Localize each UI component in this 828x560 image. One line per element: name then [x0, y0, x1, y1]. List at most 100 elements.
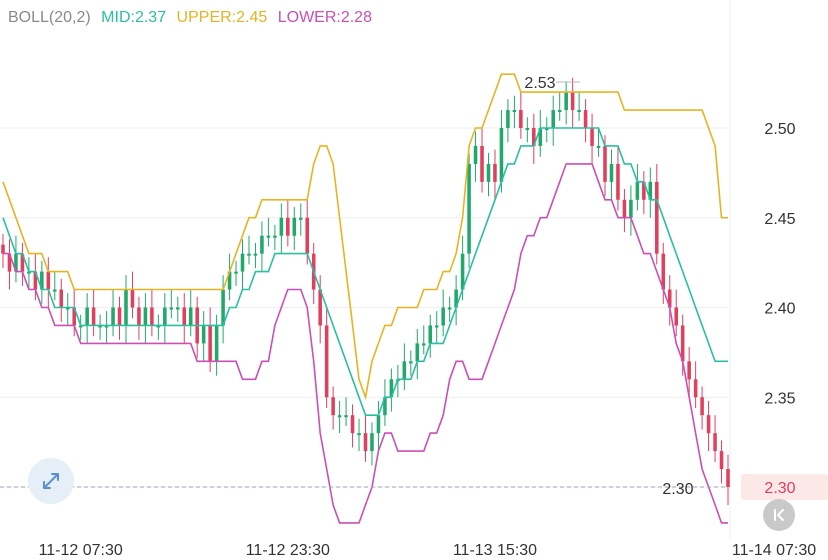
- x-tick-label: 11-12 23:30: [246, 542, 330, 559]
- candle-body: [525, 128, 530, 130]
- x-tick-label: 11-14 07:30: [732, 542, 816, 559]
- candle-body: [324, 325, 329, 398]
- candle-body: [706, 415, 711, 434]
- candle-body: [143, 307, 148, 326]
- candle-body: [460, 253, 465, 290]
- candle-body: [499, 128, 504, 182]
- y-tick-label: 2.50: [764, 121, 795, 138]
- last-price-tag-text: 2.30: [764, 480, 795, 497]
- candle-body: [616, 163, 620, 200]
- lower-band-line: [3, 163, 728, 524]
- x-axis: 11-12 07:30 11-12 23:30 11-13 15:30 11-14 0…: [39, 542, 817, 559]
- candle-body: [700, 397, 704, 416]
- candle-body: [247, 253, 251, 256]
- candle-body: [182, 307, 187, 326]
- candle-body: [363, 433, 368, 452]
- legend-mid: MID:2.37: [101, 9, 167, 26]
- candlestick-series: [1, 77, 730, 505]
- candle-body: [59, 289, 64, 308]
- candle-body: [648, 181, 653, 200]
- candle-body: [570, 92, 575, 111]
- indicator-name: BOLL(20,2): [8, 9, 91, 26]
- candle-body: [441, 307, 445, 326]
- scroll-to-latest-button[interactable]: [763, 499, 795, 531]
- candle-body: [389, 379, 394, 398]
- candle-body: [402, 361, 407, 380]
- indicator-legend: BOLL(20,2) MID:2.37 UPPER:2.45 LOWER:2.2…: [8, 9, 378, 27]
- candle-body: [214, 325, 219, 362]
- y-tick-label: 2.45: [764, 211, 795, 228]
- candle-body: [33, 271, 38, 290]
- candle-body: [344, 415, 348, 418]
- candle-body: [622, 199, 627, 218]
- candle-body: [208, 325, 212, 362]
- candle-body: [596, 145, 601, 148]
- candle-body: [544, 128, 549, 130]
- candle-body: [687, 361, 691, 380]
- candle-body: [409, 361, 413, 364]
- candle-body: [117, 307, 122, 326]
- candle-body: [273, 235, 277, 238]
- candle-body: [65, 307, 70, 310]
- candle-body: [454, 289, 458, 308]
- candle-body: [124, 289, 128, 326]
- candle-body: [111, 307, 115, 326]
- candle-body: [175, 307, 180, 310]
- candle-body: [357, 433, 361, 436]
- fullscreen-button[interactable]: [28, 458, 74, 504]
- candle-body: [590, 128, 594, 146]
- y-axis: 2.50 2.45 2.40 2.35 2.30: [764, 121, 795, 497]
- candle-body: [104, 325, 109, 328]
- candle-body: [78, 325, 83, 328]
- candle-body: [493, 163, 497, 182]
- candle-body: [693, 379, 698, 398]
- candle-body: [557, 110, 562, 113]
- candle-body: [227, 271, 232, 290]
- candle-body: [298, 217, 303, 220]
- candle-body: [260, 235, 264, 254]
- candle-body: [137, 307, 141, 326]
- candle-body: [532, 128, 536, 146]
- x-tick-label: 11-12 07:30: [39, 542, 123, 559]
- y-tick-label: 2.35: [764, 390, 795, 407]
- bollinger-bands: [2, 73, 728, 524]
- candle-body: [7, 253, 12, 272]
- candle-body: [331, 397, 335, 416]
- candle-body: [1, 244, 5, 254]
- candle-body: [421, 343, 426, 346]
- x-tick-label: 11-13 15:30: [453, 542, 537, 559]
- mid-band-line: [2, 127, 728, 416]
- candle-body: [169, 307, 174, 310]
- candle-body: [286, 217, 290, 236]
- candle-body: [719, 451, 724, 470]
- candle-body: [655, 181, 659, 254]
- candle-body: [370, 433, 374, 452]
- price-annotation-label: 2.30: [662, 481, 693, 498]
- candle-body: [713, 433, 717, 452]
- candle-body: [486, 163, 491, 182]
- candle-body: [609, 163, 614, 182]
- candle-body: [234, 271, 238, 274]
- candle-body: [564, 92, 568, 111]
- y-tick-label: 2.40: [764, 301, 795, 318]
- candle-body: [253, 253, 258, 256]
- candle-body: [40, 271, 44, 290]
- expand-arrows-icon: [43, 473, 59, 489]
- candle-body: [337, 415, 342, 418]
- candle-body: [27, 271, 31, 274]
- legend-upper: UPPER:2.45: [176, 9, 268, 26]
- candle-body: [98, 325, 102, 328]
- candle-body: [318, 289, 322, 326]
- candle-body: [46, 271, 51, 290]
- high-price-label: 2.53: [524, 75, 555, 92]
- candle-body: [629, 199, 633, 218]
- candle-body: [383, 397, 387, 416]
- candle-body: [538, 128, 543, 146]
- candle-body: [577, 110, 581, 113]
- candle-body: [447, 307, 452, 310]
- candle-body: [635, 181, 640, 200]
- candle-body: [467, 163, 471, 254]
- candle-body: [434, 325, 439, 328]
- candle-body: [20, 253, 25, 272]
